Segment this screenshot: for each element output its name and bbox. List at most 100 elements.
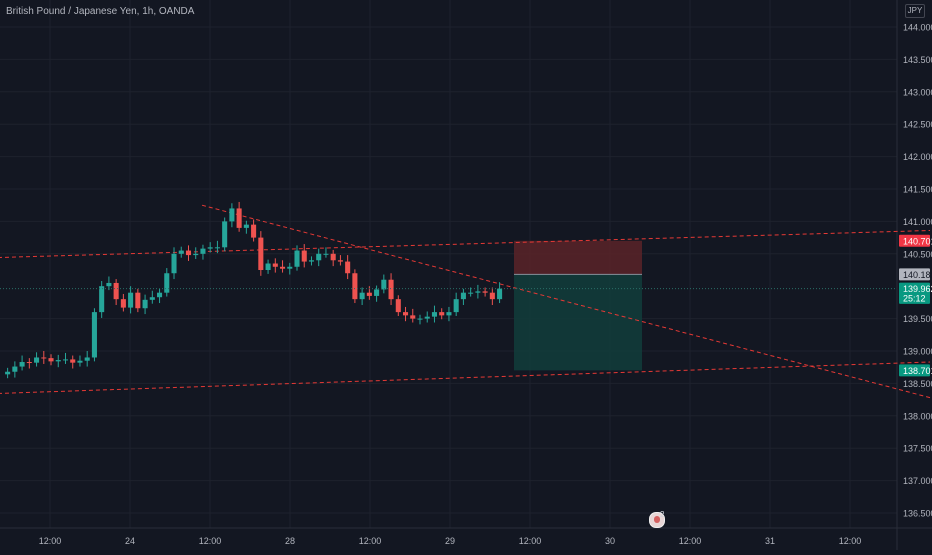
candle-body: [243, 224, 249, 228]
price-label-box: [899, 268, 930, 281]
price-label: 138.701: [903, 366, 932, 376]
candle-body: [200, 248, 206, 254]
time-tick-label: 12:00: [679, 536, 702, 546]
candle-body: [345, 261, 351, 274]
candle-body: [272, 263, 278, 267]
trendline[interactable]: [0, 361, 931, 394]
price-tick-label: 142.500: [903, 120, 932, 130]
candle-body: [178, 250, 184, 254]
price-tick-label: 139.000: [903, 347, 932, 357]
candle-body: [316, 253, 322, 261]
candle-body: [19, 362, 25, 367]
candle-body: [294, 250, 300, 267]
price-label-box: [899, 291, 930, 304]
candle-body: [468, 292, 474, 294]
currency-button[interactable]: JPY: [905, 4, 925, 18]
candle-body: [185, 250, 192, 256]
candle-body: [70, 359, 76, 363]
candle-body: [77, 360, 83, 363]
candle-body: [84, 357, 90, 361]
price-tick-label: 137.500: [903, 444, 932, 454]
price-tick-label: 136.500: [903, 509, 932, 519]
candle-body: [55, 360, 61, 362]
price-tick-label: 144.000: [903, 23, 932, 33]
candle-body: [460, 292, 466, 300]
candle-body: [352, 273, 358, 300]
candle-body: [482, 291, 488, 293]
candle-body: [323, 253, 329, 255]
price-tick-label: 138.000: [903, 411, 932, 421]
candle-body: [301, 250, 307, 262]
candle-body: [106, 282, 112, 287]
time-tick-label: 31: [765, 536, 775, 546]
price-label: 139.962: [903, 284, 932, 294]
candle-body: [142, 299, 148, 309]
candle-body: [337, 260, 343, 262]
symbol-title[interactable]: British Pound / Japanese Yen, 1h, OANDA: [6, 6, 195, 17]
price-label: 140.701: [903, 236, 932, 246]
time-tick-label: 12:00: [39, 536, 62, 546]
time-tick-label: 29: [445, 536, 455, 546]
candle-body: [417, 318, 423, 320]
stop-loss-zone[interactable]: [514, 240, 642, 275]
time-tick-label: 12:00: [359, 536, 382, 546]
candle-body: [388, 279, 394, 300]
candle-body: [34, 357, 40, 363]
candle-body: [91, 312, 97, 358]
take-profit-zone[interactable]: [514, 274, 642, 371]
candle-body: [229, 208, 235, 222]
candle-body: [265, 263, 271, 270]
trendline[interactable]: [0, 229, 931, 258]
candle-body: [402, 312, 409, 316]
candle-body: [287, 266, 293, 269]
event-face-icon: [654, 516, 660, 523]
price-label-box: [899, 364, 930, 377]
candle-body: [497, 288, 503, 300]
price-tick-label: 143.000: [903, 87, 932, 97]
candle-body: [446, 312, 452, 316]
candle-body: [62, 359, 69, 361]
candle-body: [41, 357, 47, 359]
candle-body: [193, 253, 199, 256]
price-label-box: [899, 234, 930, 247]
price-tick-label: 141.500: [903, 185, 932, 195]
candle-body: [214, 247, 220, 249]
event-icon[interactable]: [649, 512, 665, 528]
candle-body: [120, 299, 126, 308]
candle-body: [453, 299, 459, 313]
candle-body: [26, 362, 32, 364]
candle-body: [128, 292, 134, 308]
candle-body: [164, 273, 170, 293]
price-tick-label: 137.000: [903, 476, 932, 486]
candle-body: [251, 224, 257, 238]
candle-body: [366, 292, 372, 296]
candle-body: [439, 312, 445, 316]
candle-body: [359, 292, 365, 300]
candle-body: [99, 286, 105, 313]
time-tick-label: 30: [605, 536, 615, 546]
candle-body: [236, 208, 242, 228]
candle-body: [424, 316, 430, 319]
candle-body: [330, 253, 336, 261]
price-label: 140.182: [903, 270, 932, 280]
price-tick-label: 139.500: [903, 314, 932, 324]
candle-body: [381, 279, 387, 290]
candle-body: [12, 366, 18, 372]
event-count: 2: [660, 510, 665, 519]
candle-body: [489, 292, 495, 300]
candle-body: [280, 266, 286, 269]
candle-body: [113, 282, 119, 300]
time-tick-label: 12:00: [519, 536, 542, 546]
candle-body: [5, 371, 11, 375]
time-tick-label: 12:00: [199, 536, 222, 546]
price-tick-label: 140.500: [903, 249, 932, 259]
candle-body: [157, 292, 163, 298]
candle-body: [374, 289, 380, 296]
price-tick-label: 142.000: [903, 152, 932, 162]
candle-body: [171, 253, 177, 274]
candle-body: [207, 247, 213, 249]
candle-body: [149, 297, 155, 300]
candle-body: [308, 260, 315, 262]
